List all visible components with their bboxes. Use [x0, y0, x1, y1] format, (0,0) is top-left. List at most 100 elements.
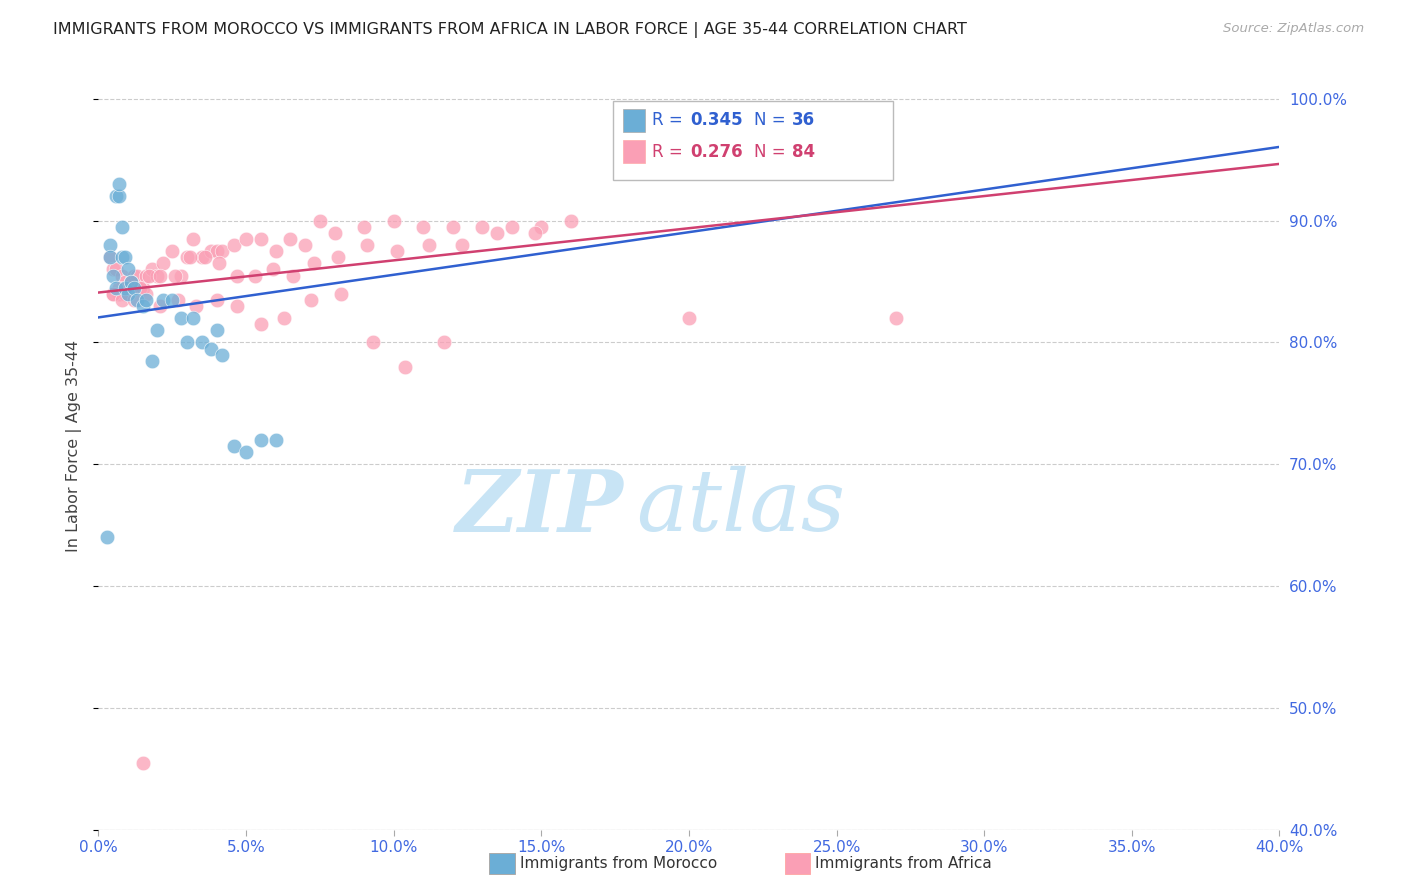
Text: N =: N =	[754, 112, 790, 129]
Point	[117, 286, 139, 301]
Text: Immigrants from Morocco: Immigrants from Morocco	[520, 856, 717, 871]
Point	[418, 238, 440, 252]
Point	[120, 275, 142, 289]
Text: R =: R =	[652, 143, 689, 161]
Y-axis label: In Labor Force | Age 35-44: In Labor Force | Age 35-44	[66, 340, 83, 552]
Point	[205, 293, 228, 307]
Point	[648, 141, 671, 155]
Point	[299, 293, 322, 307]
Point	[167, 293, 190, 307]
Point	[235, 232, 257, 246]
Point	[200, 244, 222, 259]
Point	[120, 275, 142, 289]
Point	[353, 219, 375, 234]
Point	[114, 286, 136, 301]
Point	[450, 238, 472, 252]
Text: 84: 84	[792, 143, 814, 161]
Point	[114, 275, 136, 289]
Point	[273, 311, 295, 326]
Point	[224, 238, 246, 252]
Point	[135, 268, 157, 283]
Point	[385, 244, 408, 259]
Point	[250, 317, 273, 331]
Point	[111, 219, 134, 234]
Point	[262, 262, 284, 277]
Text: ZIP: ZIP	[456, 466, 624, 549]
Point	[560, 213, 582, 227]
Point	[191, 250, 214, 264]
Point	[103, 286, 125, 301]
Point	[117, 286, 139, 301]
Point	[329, 286, 352, 301]
Point	[122, 293, 145, 307]
Point	[108, 286, 131, 301]
Point	[98, 238, 121, 252]
Text: R =: R =	[652, 112, 689, 129]
Point	[146, 268, 169, 283]
Point	[111, 268, 134, 283]
Point	[181, 232, 204, 246]
Point	[211, 244, 233, 259]
Point	[105, 262, 128, 277]
Point	[170, 268, 193, 283]
Point	[132, 299, 155, 313]
Point	[382, 213, 405, 227]
Point	[114, 250, 136, 264]
Point	[264, 433, 287, 447]
Point	[98, 250, 121, 264]
Point	[125, 268, 148, 283]
Point	[105, 189, 128, 203]
Point	[226, 299, 249, 313]
Point	[205, 323, 228, 337]
Point	[412, 219, 434, 234]
Point	[309, 213, 332, 227]
Point	[471, 219, 494, 234]
Point	[884, 311, 907, 326]
Point	[501, 219, 523, 234]
Point	[128, 281, 150, 295]
Point	[98, 250, 121, 264]
Point	[361, 335, 384, 350]
Point	[326, 250, 349, 264]
Text: 0.345: 0.345	[690, 112, 742, 129]
Point	[176, 250, 198, 264]
Point	[111, 250, 134, 264]
Point	[122, 281, 145, 295]
Point	[191, 335, 214, 350]
Point	[114, 281, 136, 295]
Point	[664, 135, 686, 149]
Point	[128, 281, 150, 295]
Point	[678, 311, 700, 326]
Text: Source: ZipAtlas.com: Source: ZipAtlas.com	[1223, 22, 1364, 36]
Point	[707, 141, 730, 155]
Point	[250, 232, 273, 246]
Point	[103, 262, 125, 277]
Text: Immigrants from Africa: Immigrants from Africa	[815, 856, 993, 871]
Point	[135, 286, 157, 301]
Point	[243, 268, 266, 283]
Point	[194, 250, 217, 264]
Point	[356, 238, 378, 252]
Point	[103, 286, 125, 301]
Point	[96, 530, 118, 544]
Point	[184, 299, 207, 313]
Point	[250, 433, 273, 447]
Point	[108, 178, 131, 192]
Point	[152, 293, 174, 307]
Point	[111, 293, 134, 307]
Point	[208, 256, 231, 270]
Point	[179, 250, 201, 264]
Point	[302, 256, 325, 270]
Point	[108, 281, 131, 295]
Point	[235, 445, 257, 459]
Point	[283, 268, 305, 283]
Point	[152, 256, 174, 270]
Point	[149, 268, 172, 283]
Point	[117, 262, 139, 277]
Point	[125, 293, 148, 307]
Text: atlas: atlas	[636, 466, 845, 549]
Point	[141, 353, 163, 368]
Point	[280, 232, 302, 246]
Point	[149, 299, 172, 313]
Point	[105, 281, 128, 295]
